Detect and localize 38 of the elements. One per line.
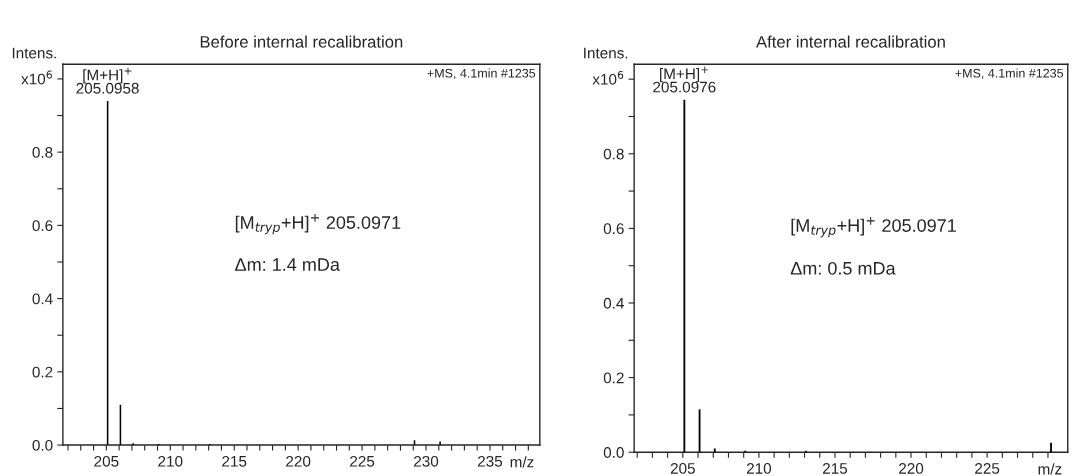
y-axis-title: Intens. bbox=[584, 47, 628, 59]
y-tick-label: 0.0 bbox=[603, 447, 624, 458]
y-tick-label: 0.6 bbox=[603, 223, 624, 235]
x-tick-label: 205 bbox=[670, 463, 695, 474]
x-axis-title: m/z bbox=[1038, 463, 1062, 475]
y-tick-label: 0.4 bbox=[32, 293, 53, 305]
x-tick-label: 220 bbox=[899, 463, 924, 474]
annotation: [M$_{tryp}$+H]$^{+}$ 205.0971 bbox=[235, 213, 401, 235]
annotation: [M+H]$^{+}$ 205.0958 bbox=[76, 67, 139, 94]
y-tick-label: 0.4 bbox=[603, 297, 624, 309]
y-tick-label: 0.2 bbox=[603, 372, 624, 384]
y-axis-title: Intens. bbox=[12, 47, 56, 59]
x-tick-label: 235 bbox=[477, 455, 503, 467]
x-tick-label: 205 bbox=[94, 455, 119, 467]
y-tick-label: 0.0 bbox=[32, 439, 53, 451]
annotation: +MS, 4.1min #1235 bbox=[955, 68, 1064, 80]
x-tick-label: 210 bbox=[746, 463, 772, 474]
x-tick-label: 210 bbox=[158, 455, 183, 467]
x-tick-label: 230 bbox=[414, 455, 439, 467]
annotation: Δm: 1.4 mDa bbox=[235, 258, 340, 271]
x-tick-label: 225 bbox=[975, 463, 1000, 474]
x-axis-title: m/z bbox=[510, 456, 534, 468]
y-tick-label: x10$^{6}$ bbox=[21, 70, 52, 85]
y-tick-label: 0.8 bbox=[603, 148, 624, 160]
y-tick-label: 0.8 bbox=[32, 147, 53, 158]
annotation: Δm: 0.5 mDa bbox=[790, 261, 896, 275]
chart-title: After internal recalibration bbox=[756, 35, 945, 48]
annotation: [M$_{tryp}$+H]$^{+}$ 205.0971 bbox=[791, 216, 956, 238]
x-tick-label: 225 bbox=[350, 455, 375, 467]
annotation: +MS, 4.1min #1235 bbox=[427, 68, 536, 80]
annotation: [M+H]$^{+}$ 205.0976 bbox=[653, 66, 716, 93]
y-tick-label: 0.6 bbox=[32, 220, 53, 232]
y-tick-label: 0.2 bbox=[32, 366, 53, 378]
x-tick-label: 215 bbox=[222, 455, 247, 467]
x-tick-label: 220 bbox=[286, 455, 311, 467]
chart-title: Before internal recalibration bbox=[200, 35, 403, 48]
x-tick-label: 215 bbox=[822, 463, 848, 474]
y-tick-label: x10$^{6}$ bbox=[592, 70, 624, 85]
